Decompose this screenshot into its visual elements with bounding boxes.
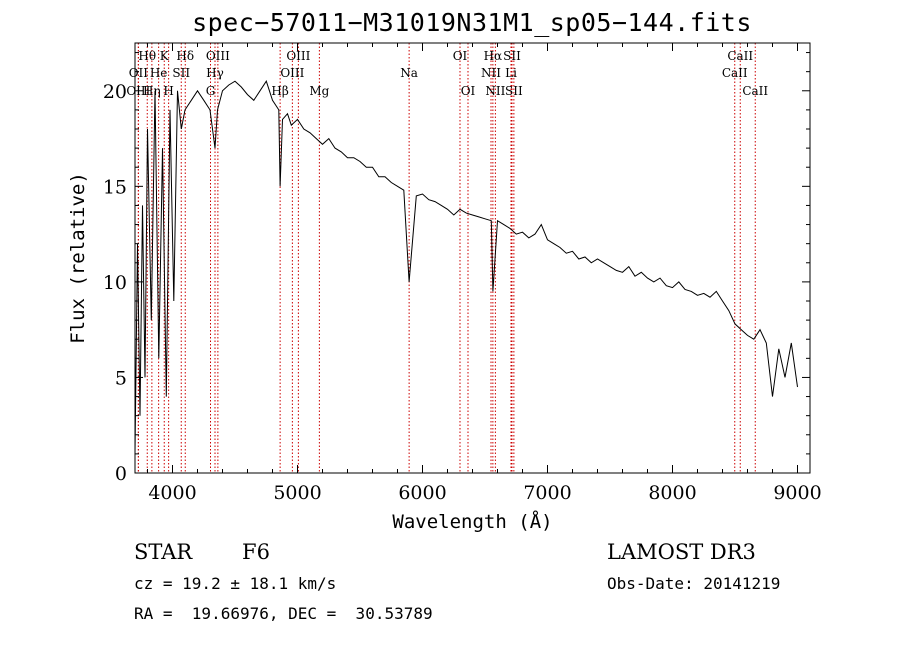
line-label: Hδ xyxy=(176,49,194,63)
line-label: SII xyxy=(505,84,523,98)
survey-name: LAMOST DR3 xyxy=(607,540,756,564)
object-subclass: F6 xyxy=(242,540,270,564)
y-tick-label: 5 xyxy=(115,367,127,389)
line-label: H xyxy=(163,84,173,98)
line-label: OI xyxy=(453,49,468,63)
y-tick-label: 20 xyxy=(103,81,127,103)
line-label: CaII xyxy=(722,66,748,80)
x-tick-label: 4000 xyxy=(148,482,196,504)
line-label: Mg xyxy=(309,84,329,98)
line-label: Hβ xyxy=(271,84,288,98)
x-axis-ticks: 4000 5000 6000 7000 8000 9000 xyxy=(147,43,822,504)
redshift-cz: cz = 19.2 ± 18.1 km/s xyxy=(134,574,337,593)
object-class: STAR xyxy=(134,540,193,564)
x-tick-label: 6000 xyxy=(398,482,446,504)
obs-date: Obs-Date: 20141219 xyxy=(607,574,781,593)
y-axis-ticks: 0 5 10 15 20 xyxy=(103,52,810,485)
line-label: OIII xyxy=(280,66,304,80)
line-label: CaII xyxy=(742,84,768,98)
x-tick-label: 7000 xyxy=(523,482,571,504)
line-label: OIII xyxy=(286,49,310,63)
line-label: Hθ xyxy=(138,49,156,63)
line-label: Na xyxy=(400,66,418,80)
line-label: K xyxy=(160,49,170,63)
x-tick-label: 9000 xyxy=(773,482,821,504)
line-label: OIII xyxy=(206,49,230,63)
spectrum-line xyxy=(134,80,798,454)
y-axis-label: Flux (relative) xyxy=(67,172,89,344)
x-tick-label: 5000 xyxy=(273,482,321,504)
line-label: Hγ xyxy=(206,66,224,80)
line-label: SII xyxy=(503,49,521,63)
plot-frame xyxy=(134,42,811,474)
coordinates: RA = 19.66976, DEC = 30.53789 xyxy=(134,604,433,623)
y-tick-label: 15 xyxy=(103,176,127,198)
y-tick-label: 10 xyxy=(103,272,127,294)
line-label: NII xyxy=(485,84,505,98)
chart-title: spec−57011−M31019N31M1_sp05−144.fits xyxy=(192,8,752,37)
line-label: CaII xyxy=(727,49,753,63)
line-label: SII xyxy=(172,66,190,80)
line-label: OII xyxy=(129,66,149,80)
line-label: G xyxy=(206,84,216,98)
line-label: Hα xyxy=(484,49,503,63)
line-markers xyxy=(137,43,756,473)
line-label: OI xyxy=(461,84,476,98)
x-axis-label: Wavelength (Å) xyxy=(392,511,553,533)
y-tick-label: 0 xyxy=(115,463,127,485)
line-label: Li xyxy=(505,66,517,80)
x-tick-label: 8000 xyxy=(648,482,696,504)
line-label: NII xyxy=(481,66,501,80)
line-label: He xyxy=(150,66,168,80)
line-label: Hη xyxy=(143,84,161,98)
